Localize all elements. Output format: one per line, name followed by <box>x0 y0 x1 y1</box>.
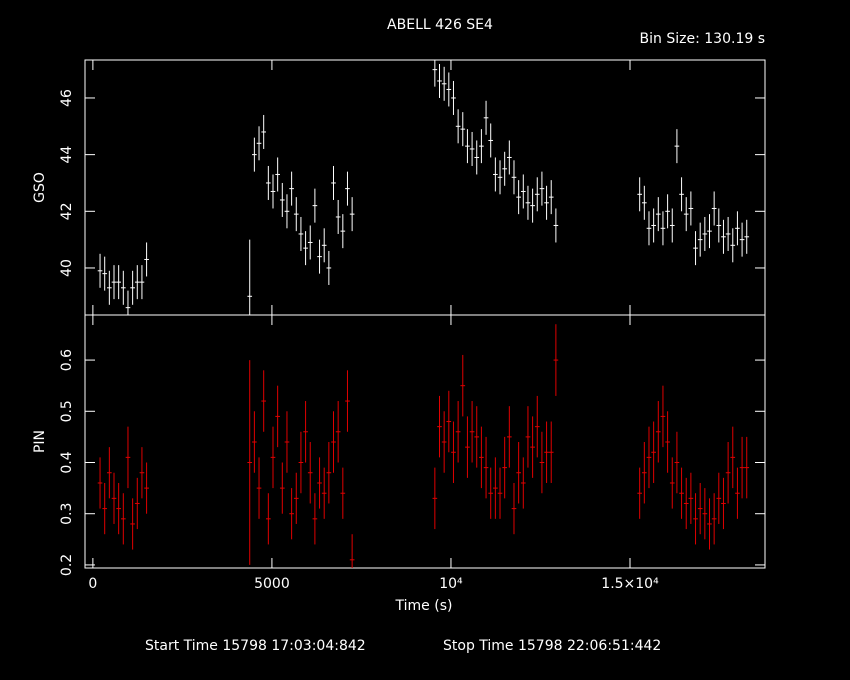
y-tick-label: 0.2 <box>59 554 75 576</box>
y-tick-label: 46 <box>59 89 75 107</box>
chart-subtitle: Bin Size: 130.19 s <box>640 31 765 47</box>
y-axis-label: GSO <box>32 172 48 203</box>
y-tick-label: 44 <box>59 146 75 164</box>
footer-stop: Stop Time 15798 22:06:51:442 <box>443 638 661 654</box>
plot-frame <box>84 314 766 569</box>
x-tick-label: 1.5×10⁴ <box>601 576 659 592</box>
series <box>97 324 750 568</box>
plot-frame <box>84 59 766 316</box>
x-tick-label: 5000 <box>254 576 290 592</box>
footer-start: Start Time 15798 17:03:04:842 <box>145 638 366 654</box>
chart-title: ABELL 426 SE4 <box>387 17 493 33</box>
y-tick-label: 0.5 <box>59 400 75 422</box>
y-tick-label: 0.4 <box>59 451 75 473</box>
y-tick-label: 0.6 <box>59 349 75 371</box>
x-axis-label: Time (s) <box>395 598 453 614</box>
x-tick-label: 0 <box>88 576 97 592</box>
y-tick-label: 0.3 <box>59 503 75 525</box>
series <box>97 60 750 315</box>
y-axis-label: PIN <box>32 430 48 453</box>
x-tick-label: 10⁴ <box>439 576 463 592</box>
y-tick-label: 40 <box>59 259 75 277</box>
y-tick-label: 42 <box>59 202 75 220</box>
